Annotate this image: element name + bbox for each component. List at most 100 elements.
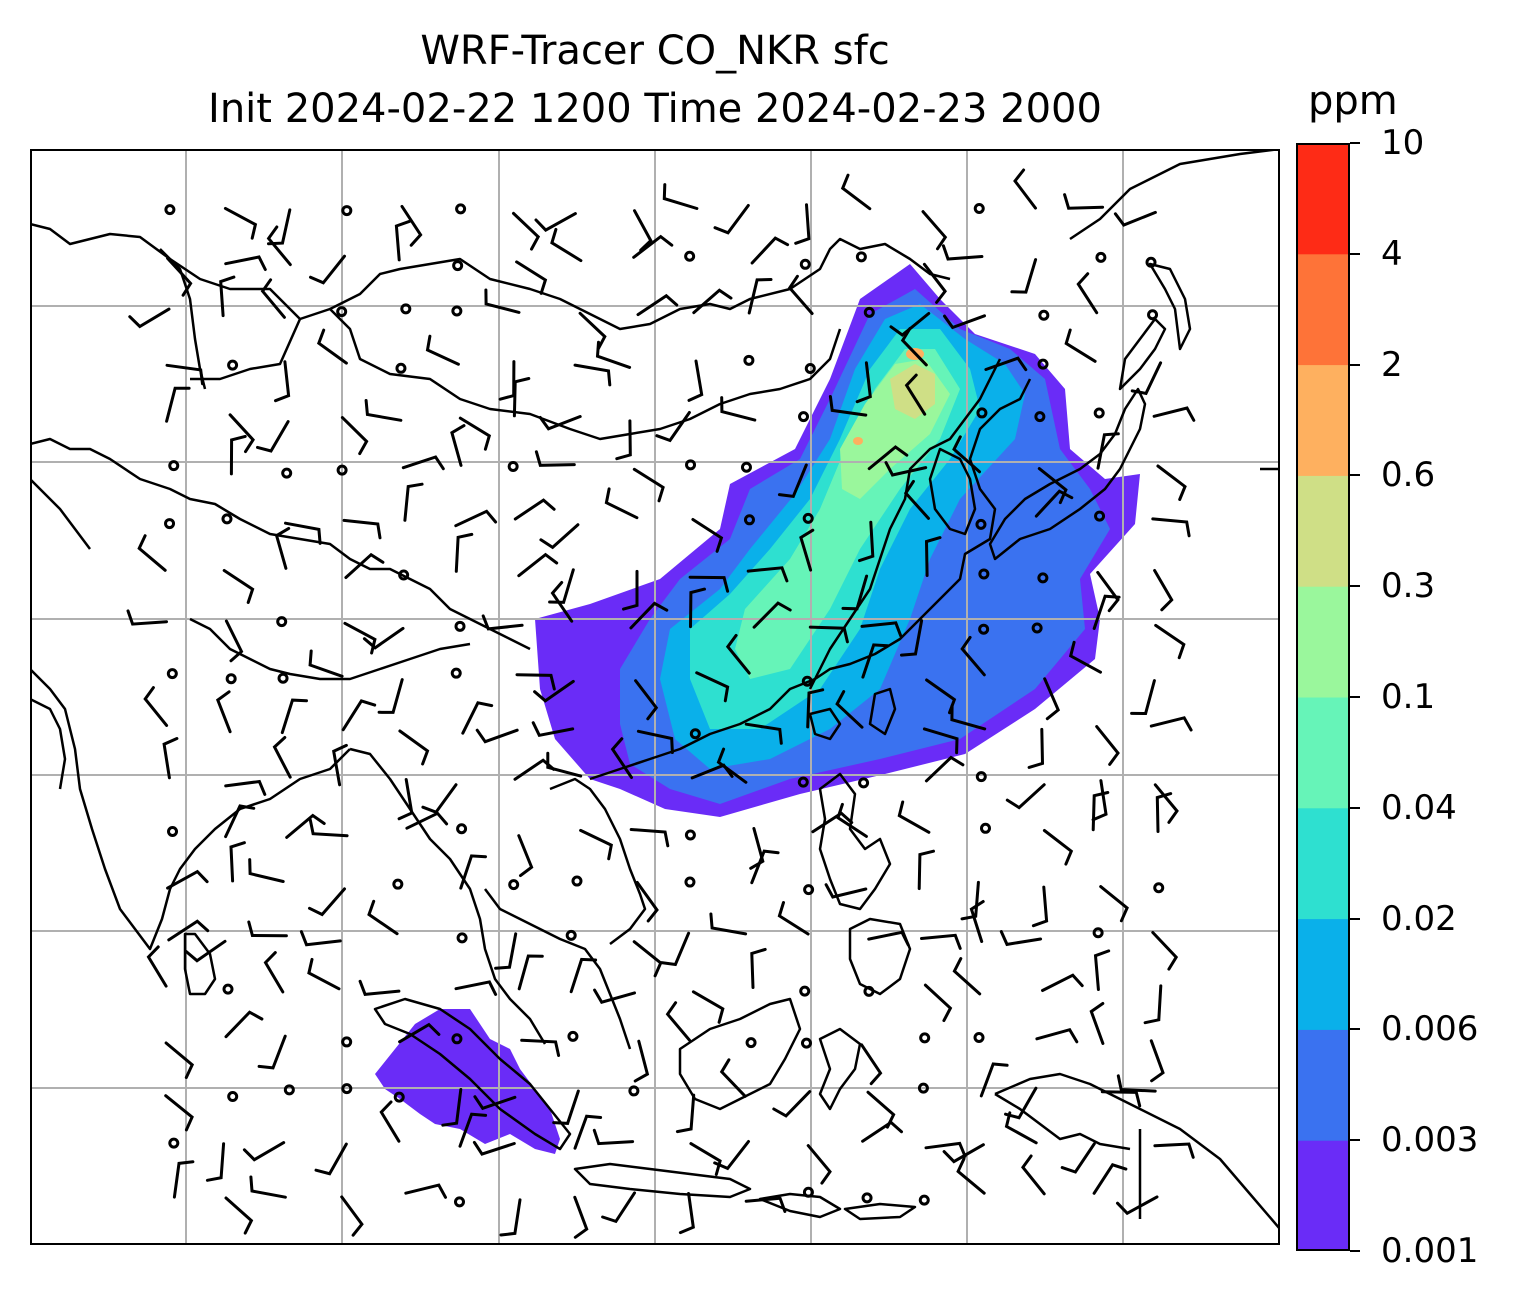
wind-barb — [517, 954, 544, 991]
wind-barb — [692, 288, 733, 315]
chart-title-line-2: Init 2024-02-22 1200 Time 2024-02-23 200… — [208, 86, 1102, 132]
wind-barb — [274, 360, 291, 403]
wind-barb — [1096, 570, 1120, 613]
wind-barb — [824, 883, 868, 899]
wind-barb — [941, 244, 984, 261]
calm-wind-marker — [168, 460, 180, 472]
wind-barb — [441, 1088, 463, 1127]
wind-barb — [709, 912, 748, 936]
calm-wind-marker — [395, 362, 407, 374]
wind-barb — [689, 587, 706, 629]
wind-barb — [274, 526, 291, 570]
wind-barb — [952, 957, 982, 996]
calm-wind-marker — [973, 203, 985, 215]
wind-barb — [897, 800, 931, 834]
calm-wind-marker — [1092, 927, 1104, 939]
wind-barb — [808, 625, 849, 644]
wind-barb — [900, 326, 928, 367]
wind-barb — [573, 363, 612, 387]
colorbar-tick-mark — [1350, 474, 1360, 477]
wind-barb — [920, 933, 962, 950]
calm-wind-marker — [1034, 411, 1046, 423]
wind-barb — [678, 1192, 695, 1235]
wind-barb — [377, 678, 404, 714]
calm-wind-marker — [1095, 251, 1107, 263]
wind-barb — [573, 1114, 603, 1150]
wind-barb — [308, 649, 344, 678]
wind-barb — [546, 751, 583, 778]
colorbar-tick-mark — [1350, 696, 1360, 698]
wind-barb — [512, 377, 531, 418]
wind-barb — [257, 1034, 287, 1070]
wind-barb — [622, 569, 639, 611]
wind-barb — [593, 988, 636, 1004]
wind-barb — [943, 314, 986, 330]
wind-barb — [162, 737, 179, 780]
wind-barb — [841, 574, 869, 611]
wind-barb — [362, 626, 405, 650]
wind-barb — [695, 671, 730, 703]
wind-barb — [1130, 679, 1156, 716]
wind-barb — [578, 311, 607, 351]
wind-barb — [979, 1062, 1009, 1098]
calm-wind-marker — [456, 823, 468, 835]
colorbar-segment — [1296, 253, 1350, 366]
wind-barb — [1149, 716, 1193, 732]
calm-wind-marker — [858, 777, 870, 789]
wind-barb — [513, 758, 556, 781]
wind-barb — [219, 275, 236, 318]
wind-barb — [719, 1058, 747, 1098]
calm-wind-marker — [684, 250, 696, 262]
wind-barb — [1027, 727, 1045, 769]
wind-barb — [828, 395, 868, 417]
calm-wind-marker — [565, 929, 577, 941]
wind-barb — [224, 619, 244, 663]
calm-wind-marker — [861, 1192, 873, 1204]
wind-barb — [787, 274, 814, 315]
wind-barb — [861, 1120, 903, 1143]
wind-barb — [1005, 783, 1046, 810]
calm-wind-marker — [628, 1085, 640, 1097]
wind-barb — [307, 957, 341, 991]
wind-barb — [713, 204, 750, 235]
colorbar-tick-mark — [1350, 806, 1360, 809]
wind-barb — [855, 361, 872, 404]
calm-wind-marker — [855, 251, 867, 263]
wind-barb — [1099, 885, 1129, 923]
wind-barb — [1155, 792, 1173, 833]
colorbar-segment — [1296, 918, 1350, 1030]
colorbar-tick-label: 0.04 — [1381, 787, 1457, 828]
calm-wind-marker — [802, 512, 814, 524]
wind-barb — [167, 919, 210, 942]
calm-wind-marker — [799, 985, 811, 997]
wind-barb — [1151, 517, 1191, 538]
wind-barb — [128, 307, 171, 329]
wind-barb — [224, 779, 267, 796]
wind-barb — [517, 834, 534, 878]
wind-barb — [314, 1142, 348, 1176]
wind-barb — [924, 755, 965, 783]
wind-barb — [772, 1090, 812, 1118]
colorbar-tick-label: 2 — [1381, 344, 1403, 385]
wind-barb — [340, 1195, 364, 1237]
wind-barb — [143, 686, 169, 727]
wind-barb — [515, 260, 548, 295]
wind-barb — [1149, 1039, 1165, 1083]
colorbar-tick-mark — [1350, 585, 1360, 588]
wind-barb — [904, 373, 927, 416]
wind-barb — [1060, 1142, 1096, 1174]
wind-barb — [750, 849, 780, 885]
calm-wind-marker — [804, 363, 816, 375]
wind-barb — [923, 983, 953, 1023]
colorbar-segment — [1296, 143, 1350, 255]
wind-barb — [1096, 432, 1120, 470]
wind-barb — [224, 1196, 254, 1235]
wind-barb — [284, 521, 322, 545]
colorbar-tick-label: 0.006 — [1381, 1009, 1479, 1050]
wind-barb — [752, 601, 792, 629]
calm-wind-marker — [164, 204, 176, 216]
wind-barb — [228, 413, 255, 454]
colorbar-segment — [1296, 364, 1350, 476]
wind-barb — [610, 737, 633, 779]
colorbar-tick-label: 0.1 — [1381, 677, 1436, 717]
